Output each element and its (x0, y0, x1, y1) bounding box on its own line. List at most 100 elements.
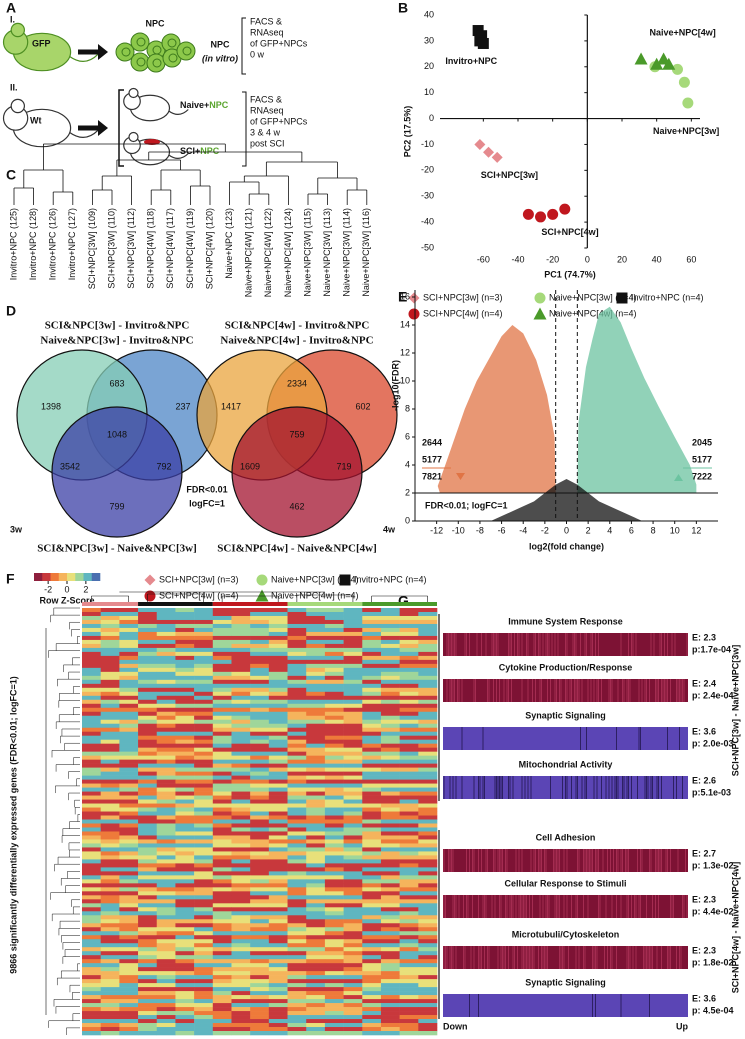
heatmap-cell (324, 787, 344, 792)
heatmap-cell (343, 755, 363, 760)
heatmap-cell (82, 907, 101, 912)
heatmap-cell (231, 655, 251, 661)
heatmap-cell (156, 1031, 176, 1036)
heatmap-cell (194, 875, 214, 880)
heatmap-cell (138, 1007, 158, 1012)
heatmap-cell (119, 743, 139, 748)
heatmap-cell (175, 799, 195, 804)
heatmap-cell (138, 639, 158, 645)
heatmap-cell (343, 851, 363, 856)
heatmap-cell (175, 883, 195, 888)
sample-label: Naive+NPC[3W] (114) (342, 208, 352, 297)
heatmap-cell (82, 751, 101, 756)
heatmap-cell (343, 631, 363, 637)
heatmap-cell (212, 735, 232, 740)
heatmap-cell (343, 975, 363, 980)
heatmap-cell (119, 611, 139, 617)
heatmap-cell (343, 855, 363, 860)
heatmap-cell (82, 1007, 101, 1012)
heatmap-cell (399, 931, 419, 936)
heatmap-cell (175, 855, 195, 860)
heatmap-cell (380, 611, 400, 617)
heatmap-cell (343, 923, 363, 928)
heatmap-cell (100, 971, 120, 976)
criteria: FDR<0.01; logFC=1 (425, 500, 508, 510)
heatmap-cell (175, 887, 195, 892)
heatmap-cell (250, 819, 270, 824)
legend-label: Naive+NPC[4w] (n=4) (271, 590, 359, 600)
heatmap-cell (324, 627, 344, 633)
heatmap-cell (194, 643, 214, 649)
heatmap-cell (231, 615, 251, 621)
heatmap-cell (343, 787, 363, 792)
heatmap-cell (380, 795, 400, 800)
heatmap-cell (399, 775, 419, 780)
heatmap-cell (212, 1019, 232, 1024)
heatmap-cell (380, 667, 400, 673)
heatmap-cell (306, 763, 326, 768)
heatmap-cell (175, 839, 195, 844)
heatmap-cell (250, 895, 270, 900)
heatmap-cell (418, 971, 438, 976)
heatmap-cell (212, 959, 232, 964)
heatmap-cell (362, 719, 382, 725)
heatmap-cell (156, 943, 176, 948)
heatmap-cell (362, 751, 382, 756)
heatmap-cell (194, 923, 214, 928)
heatmap-cell (418, 943, 438, 948)
heatmap-cell (175, 1003, 195, 1008)
heatmap-cell (82, 847, 101, 852)
heatmap-cell (399, 927, 419, 932)
heatmap-cell (306, 983, 326, 988)
heatmap-cell (194, 935, 214, 940)
heatmap-cell (250, 927, 270, 932)
heatmap-cell (100, 675, 120, 681)
heatmap-cell (175, 947, 195, 952)
heatmap-cell (231, 635, 251, 641)
heatmap-cell (287, 1015, 307, 1020)
heatmap-cell (287, 887, 307, 892)
heatmap-cell (418, 751, 438, 756)
p-value: p: 1.8e-02 (692, 957, 734, 967)
heatmap-cell (399, 883, 419, 888)
heatmap-cell (306, 1027, 326, 1032)
heatmap-cell (324, 759, 344, 764)
heatmap-cell (231, 611, 251, 617)
heatmap-cell (268, 635, 288, 641)
mouse-label: GFP (32, 38, 51, 48)
heatmap-cell (362, 1023, 382, 1028)
heatmap-cell (287, 1023, 307, 1028)
heatmap-cell (119, 675, 139, 681)
heatmap-cell (138, 811, 158, 816)
heatmap-cell (231, 779, 251, 784)
heatmap-cell (306, 703, 326, 709)
heatmap-cell (175, 935, 195, 940)
heatmap-cell (194, 703, 214, 709)
heatmap-cell (418, 611, 438, 617)
heatmap-cell (194, 959, 214, 964)
heatmap-cell (287, 911, 307, 916)
heatmap-cell (138, 631, 158, 637)
heatmap-cell (231, 935, 251, 940)
heatmap-cell (138, 903, 158, 908)
heatmap-cell (268, 883, 288, 888)
color-scale-block (83, 573, 93, 581)
heatmap-cell (194, 1007, 214, 1012)
heatmap-cell (82, 647, 101, 653)
heatmap-cell (287, 847, 307, 852)
heatmap-cell (212, 975, 232, 980)
method-note: RNAseq (250, 27, 284, 37)
heatmap-cell (343, 711, 363, 717)
heatmap-cell (231, 811, 251, 816)
heatmap-cell (156, 999, 176, 1004)
heatmap-cell (268, 991, 288, 996)
heatmap-cell (100, 639, 120, 645)
heatmap-cell (175, 683, 195, 689)
heatmap-cell (119, 691, 139, 697)
heatmap-cell (156, 699, 176, 705)
heatmap-cell (100, 827, 120, 832)
heatmap-cell (250, 771, 270, 776)
heatmap-cell (194, 783, 214, 788)
heatmap-cell (231, 763, 251, 768)
heatmap-cell (362, 643, 382, 649)
